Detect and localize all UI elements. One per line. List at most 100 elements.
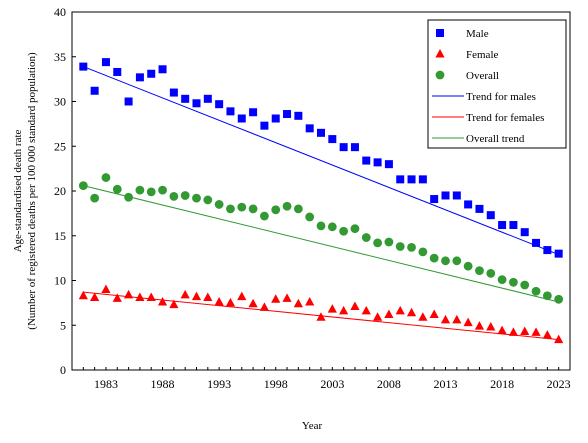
data-point-triangle: [146, 292, 156, 302]
data-point-square: [226, 107, 235, 116]
data-point-circle: [146, 187, 156, 197]
legend-label: Overall trend: [466, 133, 525, 145]
data-point-triangle: [327, 304, 337, 313]
data-point-square: [317, 128, 325, 137]
data-point-circle: [384, 237, 394, 247]
data-point-square: [543, 246, 552, 255]
x-tick-label: 1993: [207, 377, 231, 391]
x-tick-label: 1988: [151, 377, 175, 391]
data-point-circle: [248, 204, 258, 214]
data-point-triangle: [531, 327, 541, 336]
x-axis-label: Year: [302, 420, 323, 432]
data-point-circle: [305, 212, 315, 222]
data-point-triangle: [180, 289, 190, 299]
data-point-square: [441, 191, 450, 200]
data-point-triangle: [542, 330, 552, 339]
y-tick-label: 10: [54, 274, 66, 288]
data-point-triangle: [350, 301, 360, 310]
data-point-square: [373, 158, 382, 167]
y-tick-label: 40: [54, 5, 66, 19]
data-point-triangle: [271, 294, 281, 303]
data-point-circle: [441, 256, 450, 266]
data-point-square: [237, 114, 246, 123]
data-point-circle: [271, 205, 281, 215]
data-point-circle: [90, 193, 100, 203]
data-point-circle: [554, 294, 564, 304]
data-point-circle: [373, 238, 382, 248]
data-point-square: [475, 204, 484, 213]
data-point-circle: [112, 184, 122, 194]
y-tick-label: 0: [60, 363, 66, 377]
data-point-triangle: [395, 305, 405, 315]
data-point-circle: [497, 275, 507, 285]
data-point-square: [203, 94, 212, 103]
data-point-square: [135, 73, 144, 82]
data-point-triangle: [78, 290, 88, 300]
data-point-circle: [395, 242, 405, 251]
data-points: [78, 58, 564, 344]
data-point-circle: [135, 185, 145, 195]
data-point-triangle: [135, 292, 145, 302]
data-point-triangle: [157, 296, 168, 306]
data-point-triangle: [248, 298, 258, 308]
data-point-circle: [429, 253, 439, 263]
data-point-circle: [463, 261, 473, 271]
data-point-triangle: [90, 292, 100, 302]
data-point-square: [113, 67, 122, 76]
data-point-circle: [237, 202, 247, 212]
x-tick-label: 2018: [490, 377, 514, 391]
data-point-square: [430, 195, 439, 204]
trend-line: [83, 185, 559, 303]
data-point-circle: [260, 211, 269, 221]
data-point-circle: [101, 173, 111, 182]
y-tick-label: 25: [54, 139, 66, 153]
data-point-triangle: [237, 291, 247, 301]
y-axis-label-line1: Age-standardised death rate: [12, 129, 24, 252]
data-point-triangle: [440, 314, 451, 324]
data-point-circle: [316, 221, 326, 231]
data-point-circle: [124, 192, 133, 202]
legend: Male Female Overall Trend for males Trend fo…: [427, 19, 567, 149]
legend-marker: [435, 70, 445, 80]
data-point-square: [486, 211, 495, 220]
data-point-triangle: [225, 297, 236, 307]
data-point-square: [452, 191, 461, 200]
data-point-square: [384, 160, 393, 169]
data-point-triangle: [429, 309, 439, 319]
y-axis-label-line2: (Number of registered deaths per 100 000…: [26, 52, 38, 330]
x-tick-label: 2013: [434, 377, 458, 391]
data-point-triangle: [418, 312, 428, 321]
data-point-circle: [361, 233, 371, 242]
data-point-square: [90, 86, 99, 95]
data-point-triangle: [169, 299, 179, 309]
data-point-square: [532, 238, 541, 247]
data-point-circle: [293, 204, 303, 214]
data-point-circle: [418, 247, 428, 257]
x-tick-label: 2023: [547, 377, 571, 391]
y-axis-label: Age-standardised death rate (Number of r…: [12, 52, 38, 330]
data-point-square: [350, 143, 359, 152]
data-point-circle: [407, 242, 416, 252]
data-point-square: [158, 65, 167, 74]
data-point-square: [147, 69, 156, 78]
data-point-triangle: [259, 302, 270, 311]
data-point-circle: [169, 191, 179, 201]
data-point-triangle: [452, 314, 462, 324]
data-point-circle: [78, 181, 88, 191]
data-point-triangle: [406, 307, 417, 317]
legend-label: Overall: [466, 70, 499, 82]
data-point-triangle: [293, 298, 303, 308]
data-point-square: [509, 221, 518, 230]
data-point-circle: [282, 201, 292, 211]
data-point-square: [294, 111, 303, 120]
y-tick-label: 30: [54, 95, 66, 109]
data-point-triangle: [463, 317, 473, 327]
data-point-circle: [180, 191, 190, 200]
data-point-triangle: [372, 312, 383, 321]
data-point-square: [79, 62, 88, 71]
y-tick-label: 35: [54, 50, 66, 64]
data-point-square: [215, 100, 224, 109]
data-point-triangle: [282, 293, 292, 302]
data-point-circle: [226, 204, 235, 214]
data-point-square: [407, 175, 416, 184]
